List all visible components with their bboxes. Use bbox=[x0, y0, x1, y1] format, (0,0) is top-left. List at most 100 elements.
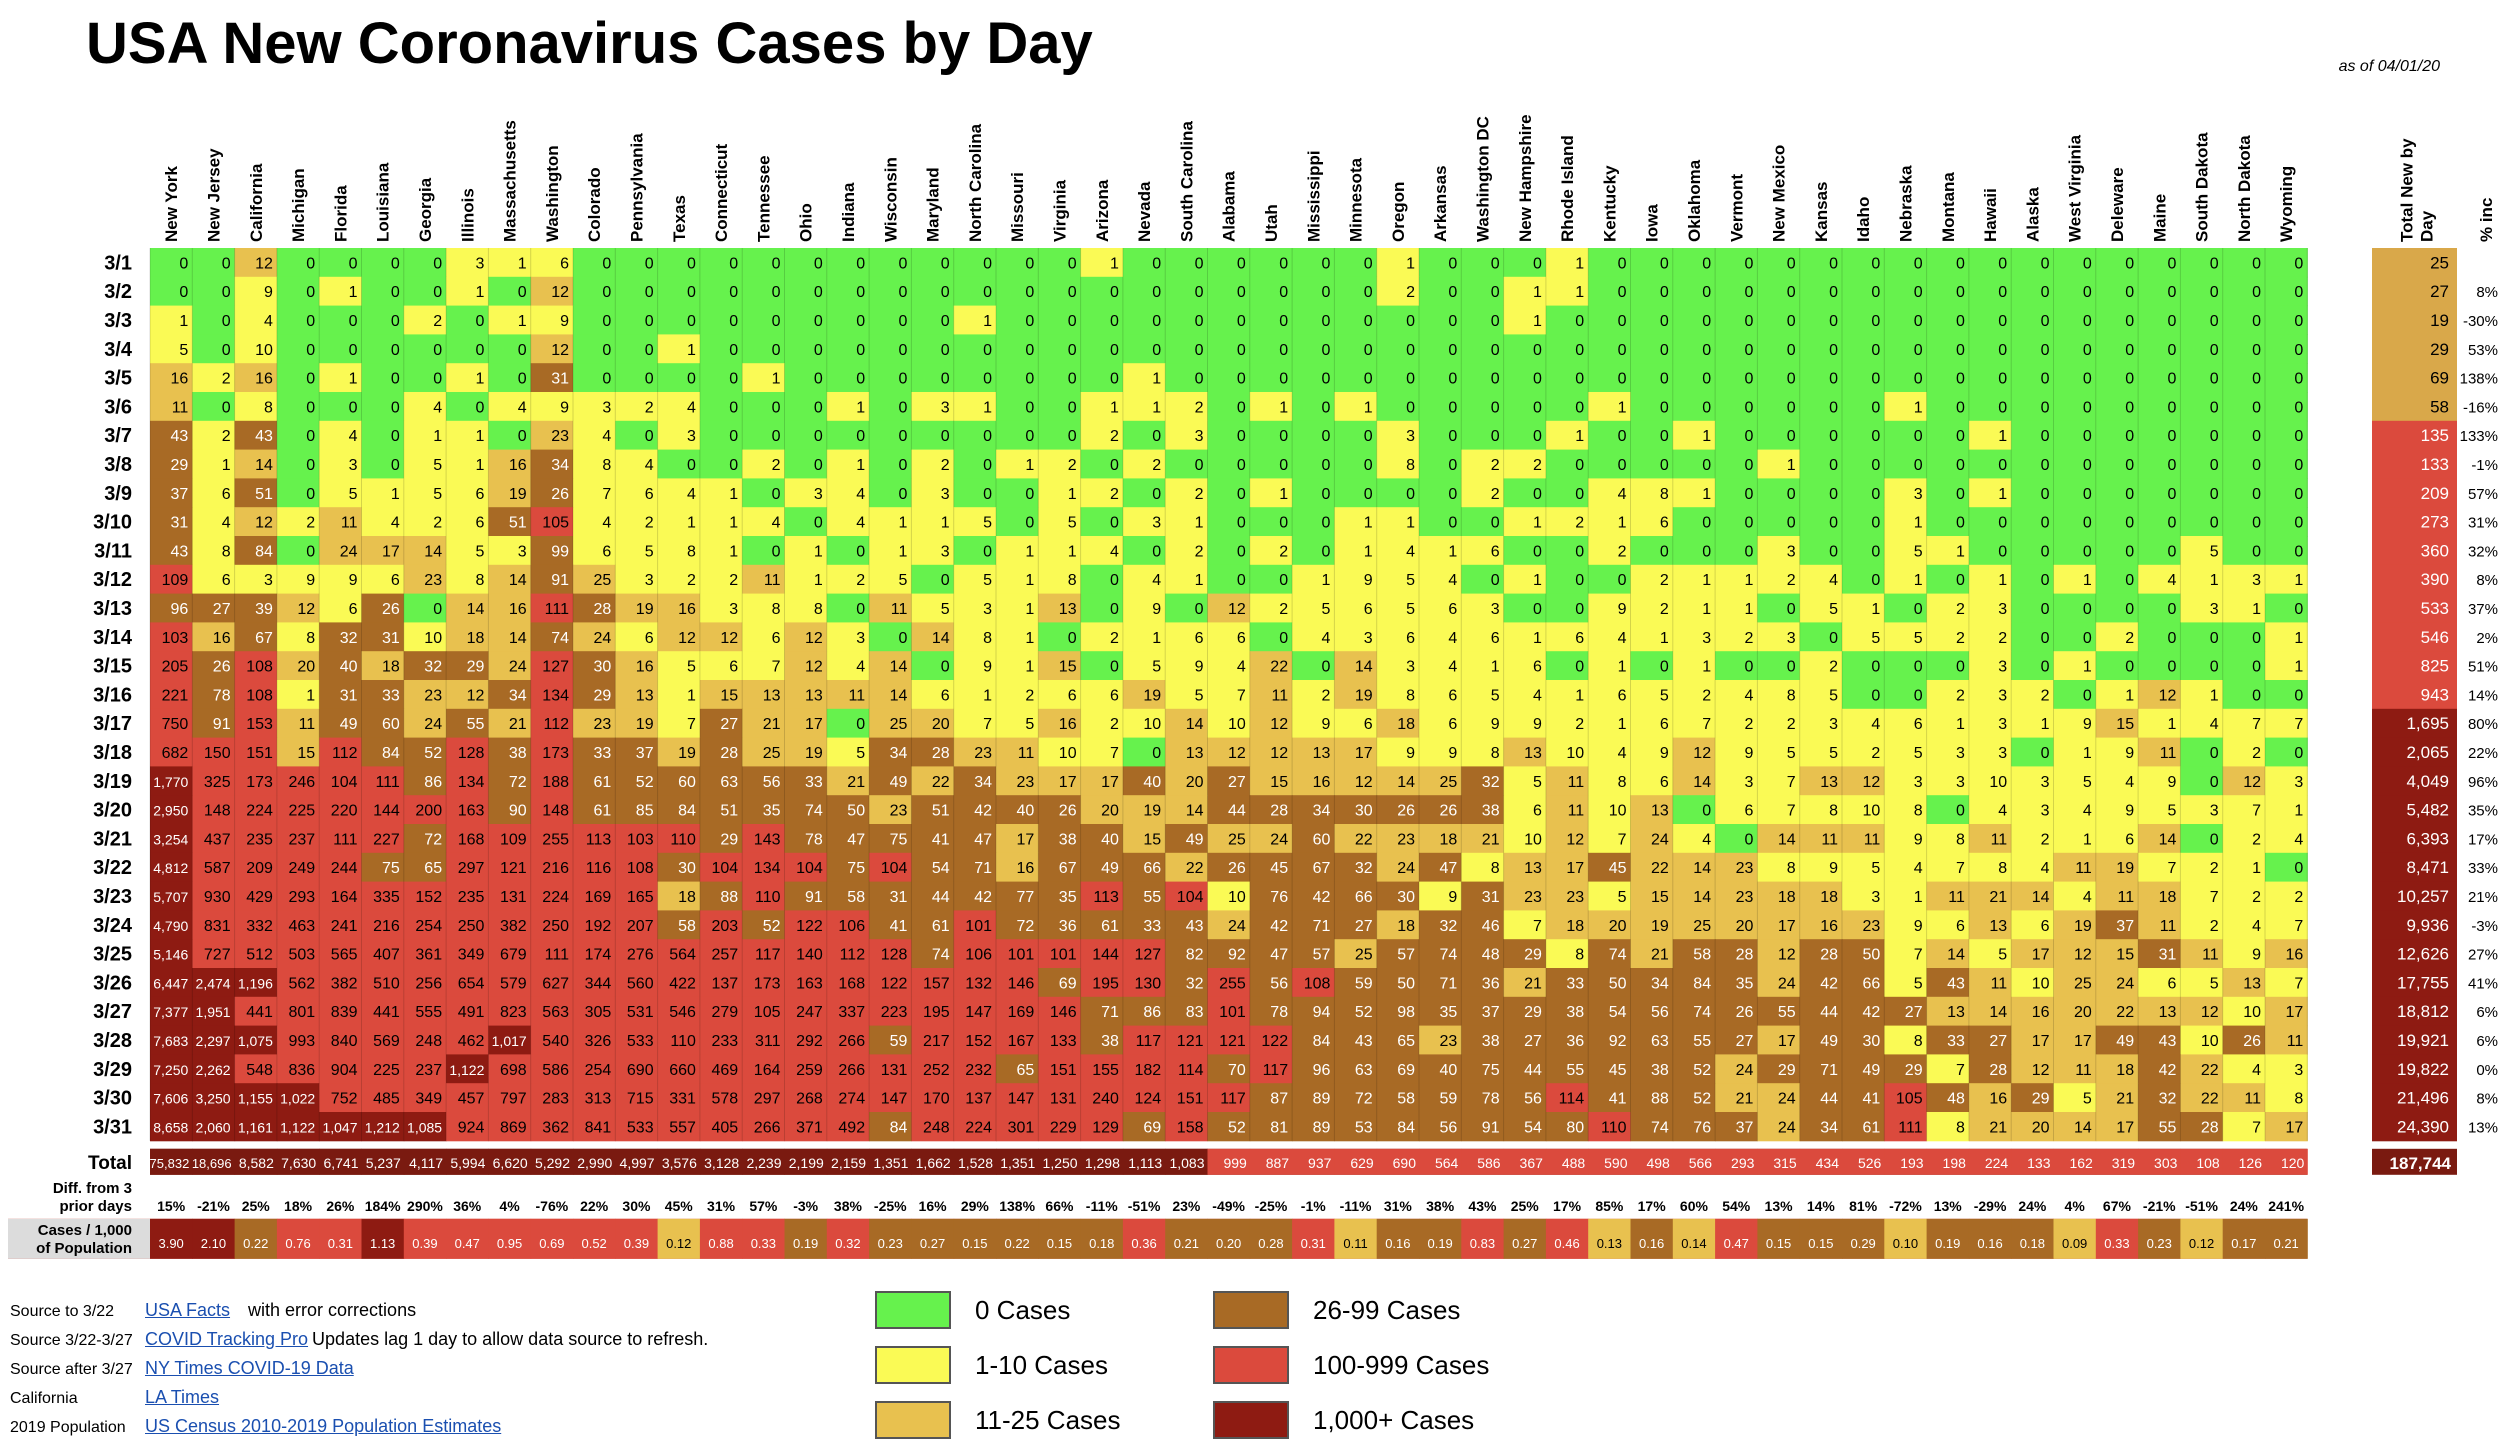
cell-value: 6 bbox=[222, 572, 231, 589]
cell-value: 463 bbox=[288, 918, 315, 935]
pop-value: 0.39 bbox=[412, 1236, 437, 1251]
cell-value: 7 bbox=[2167, 860, 2176, 877]
cell-value: 0 bbox=[1998, 284, 2007, 301]
cell-value: 117 bbox=[755, 947, 781, 964]
cell-value: 121 bbox=[1177, 1033, 1204, 1050]
cell-value: 4 bbox=[856, 659, 865, 676]
cell-value: 0 bbox=[518, 371, 527, 388]
cell-value: 224 bbox=[542, 889, 569, 906]
heat-cell bbox=[1630, 478, 1674, 508]
heat-cell bbox=[699, 420, 743, 451]
cell-value: 0 bbox=[1575, 313, 1584, 330]
cell-value: 12 bbox=[1228, 745, 1246, 762]
cell-value: 2 bbox=[1618, 543, 1627, 560]
cell-value: 5 bbox=[898, 572, 907, 589]
heat-cell bbox=[996, 478, 1039, 508]
heat-cell bbox=[530, 449, 574, 479]
cell-value: 16 bbox=[509, 601, 527, 618]
date-label: 3/27 bbox=[93, 1001, 132, 1023]
diff-value: -21% bbox=[2143, 1198, 2176, 1214]
cell-value: 3 bbox=[1998, 659, 2007, 676]
source-link-covid-tracking[interactable]: COVID Tracking Pro bbox=[145, 1329, 309, 1349]
heat-cell bbox=[1926, 305, 1970, 335]
cell-value: 1 bbox=[2083, 745, 2092, 762]
cell-value: 0 bbox=[1279, 630, 1288, 647]
cell-value: 4 bbox=[856, 515, 865, 532]
heat-cell bbox=[742, 276, 785, 307]
source-link-nytimes[interactable]: NY Times COVID-19 Data bbox=[145, 1358, 354, 1378]
cell-value: 1 bbox=[1110, 255, 1119, 272]
cell-value: 1 bbox=[729, 515, 738, 532]
pop-value: 0.20 bbox=[1216, 1236, 1241, 1251]
heat-cell bbox=[573, 363, 616, 393]
source-link-usafacts[interactable]: USA Facts bbox=[145, 1300, 231, 1320]
date-label: 3/5 bbox=[104, 368, 132, 390]
heat-cell bbox=[150, 363, 193, 393]
cell-value: 3 bbox=[1871, 889, 1880, 906]
heat-cell bbox=[1715, 449, 1758, 479]
heat-cell bbox=[1842, 248, 1885, 278]
cell-value: 6 bbox=[645, 486, 654, 503]
cell-value: 17 bbox=[382, 543, 400, 560]
heat-cell bbox=[1926, 248, 1970, 278]
cell-value: 13 bbox=[1524, 860, 1542, 877]
cell-value: 49 bbox=[1820, 1033, 1838, 1050]
total-new-cell bbox=[2372, 305, 2457, 335]
heat-cell bbox=[742, 478, 785, 508]
heat-cell bbox=[2222, 507, 2266, 537]
cell-value: 111 bbox=[545, 601, 569, 618]
heat-cell bbox=[1842, 478, 1885, 508]
total-new-value: 18,812 bbox=[2397, 1002, 2449, 1021]
cell-value: 17 bbox=[1778, 918, 1796, 935]
heat-cell bbox=[1080, 334, 1124, 364]
total-new-cell bbox=[2372, 536, 2457, 566]
cell-value: 5 bbox=[983, 572, 992, 589]
heat-cell bbox=[573, 507, 616, 537]
heat-cell bbox=[1630, 392, 1674, 422]
cell-value: 41 bbox=[1609, 1091, 1627, 1108]
heat-cell bbox=[1165, 449, 1208, 479]
heat-cell bbox=[1249, 276, 1293, 307]
heat-cell bbox=[150, 420, 193, 451]
pop-value: 0.47 bbox=[1724, 1236, 1749, 1251]
total-new-value: 27 bbox=[2430, 282, 2449, 301]
cell-value: 4 bbox=[687, 399, 696, 416]
cell-value: 0 bbox=[1533, 399, 1542, 416]
cell-value: 30 bbox=[1863, 1033, 1881, 1050]
cell-value: 131 bbox=[500, 889, 527, 906]
pct-inc-value: 8% bbox=[2476, 572, 2498, 589]
heat-cell bbox=[2222, 478, 2266, 508]
cell-value: 55 bbox=[2159, 1119, 2177, 1136]
cell-value: 38 bbox=[1482, 1033, 1500, 1050]
heat-cell bbox=[1038, 478, 1082, 508]
cell-value: 0 bbox=[1110, 659, 1119, 676]
source-row-1: Source to 3/22 USA Facts with error correc… bbox=[10, 1300, 416, 1321]
cell-value: 297 bbox=[458, 860, 485, 877]
total-new-value: 19,822 bbox=[2397, 1060, 2449, 1079]
cell-value: 23 bbox=[1524, 889, 1542, 906]
heat-cell bbox=[150, 305, 193, 335]
cell-value: 586 bbox=[542, 1062, 569, 1079]
cell-value: 0 bbox=[2167, 543, 2176, 560]
cell-value: 109 bbox=[500, 831, 527, 848]
total-new-value: 546 bbox=[2421, 628, 2449, 647]
cell-value: 57 bbox=[1397, 947, 1415, 964]
cell-value: 54 bbox=[1524, 1119, 1542, 1136]
cell-value: 0 bbox=[2210, 457, 2219, 474]
heat-cell bbox=[1926, 478, 1970, 508]
cell-value: 91 bbox=[805, 889, 823, 906]
heat-cell bbox=[1799, 334, 1843, 364]
cell-value: 1 bbox=[941, 515, 950, 532]
cell-value: 0 bbox=[1448, 428, 1457, 445]
source-link-census[interactable]: US Census 2010-2019 Population Estimates bbox=[145, 1416, 502, 1436]
cell-value: 29 bbox=[720, 831, 738, 848]
cell-value: 38 bbox=[1101, 1033, 1119, 1050]
cell-value: 560 bbox=[627, 975, 654, 992]
cell-value: 3 bbox=[687, 428, 696, 445]
source-link-latimes[interactable]: LA Times bbox=[145, 1387, 220, 1407]
heat-cell bbox=[150, 276, 193, 307]
cell-value: 0 bbox=[349, 342, 358, 359]
cell-value: 9 bbox=[1448, 745, 1457, 762]
cell-value: 84 bbox=[1397, 1119, 1415, 1136]
cell-value: 0 bbox=[391, 255, 400, 272]
